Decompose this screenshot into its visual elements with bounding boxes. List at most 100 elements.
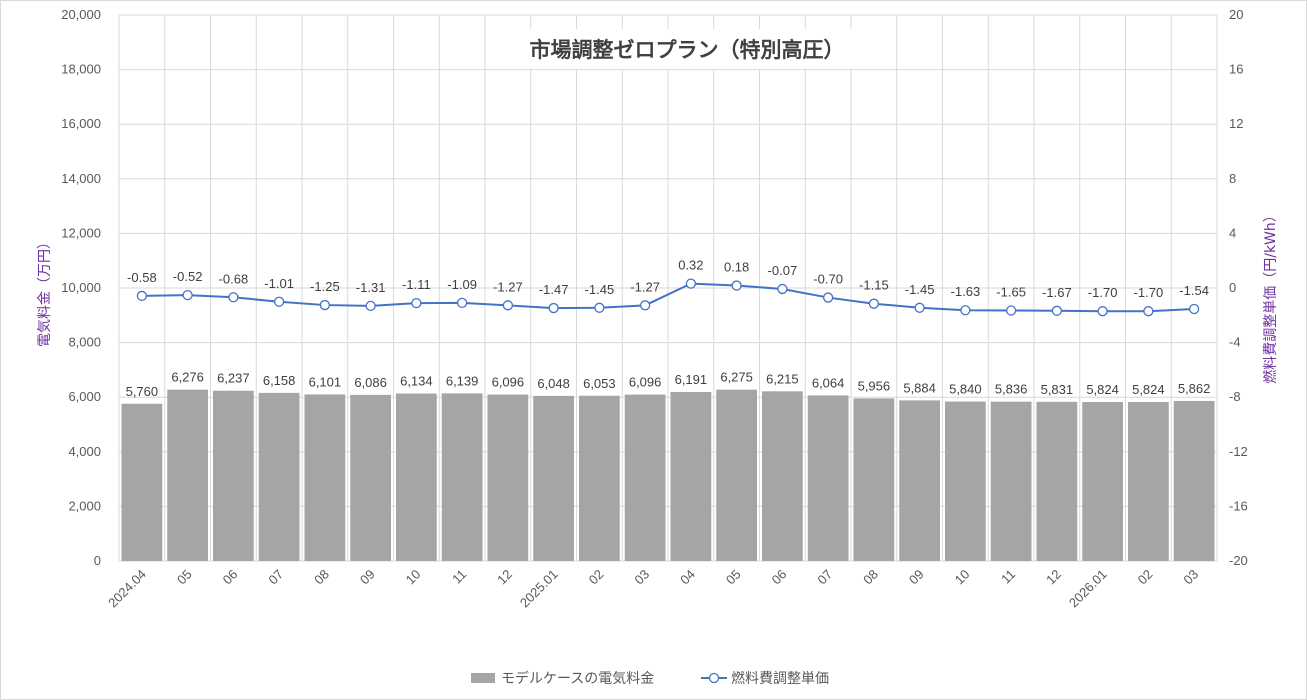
line-data-label: -1.45 — [905, 282, 935, 297]
line-marker — [731, 280, 742, 291]
x-tick-label: 05 — [723, 567, 744, 588]
y-tick-label: 12,000 — [61, 225, 101, 240]
line-marker — [594, 302, 605, 313]
y2-axis-title: 燃料費調整単価（円/kWh） — [1262, 208, 1279, 384]
bar-data-label: 6,086 — [354, 375, 387, 390]
line-marker — [548, 302, 559, 314]
bar-data-label: 6,101 — [309, 374, 342, 389]
line-data-label: -1.65 — [996, 285, 1026, 300]
line-data-label: -1.45 — [585, 282, 615, 297]
y-tick-label: 14,000 — [61, 171, 101, 186]
x-tick-label: 07 — [265, 567, 286, 588]
bar — [167, 389, 208, 561]
bar-data-label: 5,956 — [858, 378, 891, 393]
line-marker — [777, 283, 788, 295]
bar — [670, 391, 712, 561]
y-tick-label: 16,000 — [61, 116, 101, 131]
bar — [899, 400, 940, 561]
x-tick-label: 08 — [860, 567, 881, 588]
y-tick-label: 20,000 — [61, 7, 101, 22]
bar — [1082, 402, 1123, 561]
bar-data-label: 5,824 — [1086, 382, 1119, 397]
line-marker — [1097, 306, 1108, 317]
bar-data-label: 6,275 — [720, 370, 753, 385]
line-data-label: -1.15 — [859, 278, 889, 293]
bar-data-label: 6,139 — [446, 373, 479, 388]
bar — [350, 394, 391, 561]
y2-tick-label: -12 — [1229, 444, 1248, 459]
line-data-label: -1.70 — [1134, 285, 1164, 300]
y-tick-label: 4,000 — [68, 444, 101, 459]
bar — [304, 394, 346, 561]
line-marker — [868, 298, 880, 309]
line-data-label: 0.18 — [724, 260, 749, 275]
bar — [213, 390, 254, 561]
x-tick-label: 02 — [586, 567, 607, 588]
line-marker — [228, 292, 239, 303]
legend-bar-swatch — [471, 673, 495, 683]
x-tick-label: 03 — [1180, 567, 1201, 588]
x-tick-label: 11 — [998, 567, 1018, 587]
legend-line-label: 燃料費調整単価 — [731, 670, 829, 687]
bar — [807, 395, 849, 561]
bar — [441, 393, 483, 561]
line-marker — [365, 300, 376, 312]
bar-data-label: 6,191 — [675, 372, 708, 387]
x-tick-label: 06 — [220, 567, 241, 588]
bar — [624, 394, 666, 561]
x-tick-label: 04 — [677, 567, 698, 588]
line-marker — [411, 298, 422, 309]
y-axis-title: 電気料金（万円） — [37, 235, 53, 347]
y2-tick-label: 20 — [1229, 7, 1243, 22]
x-tick-label: 09 — [906, 567, 927, 588]
line-data-label: -1.54 — [1179, 283, 1209, 298]
bar — [1036, 401, 1078, 561]
line-data-label: -1.25 — [310, 279, 340, 294]
bar-data-label: 6,158 — [263, 373, 296, 388]
x-tick-label: 2024.04 — [105, 567, 149, 611]
x-tick-label: 11 — [449, 567, 469, 587]
bar — [990, 401, 1032, 561]
line-marker — [914, 302, 925, 313]
legend-line-marker — [708, 672, 720, 684]
x-tick-label: 10 — [952, 567, 973, 588]
line-data-label: -1.63 — [951, 284, 981, 299]
y-tick-label: 10,000 — [61, 280, 101, 295]
line-data-label: -1.31 — [356, 280, 386, 295]
bar-data-label: 6,096 — [492, 375, 525, 390]
x-tick-label: 02 — [1135, 567, 1156, 588]
x-tick-label: 09 — [357, 567, 378, 588]
bar-data-label: 5,836 — [995, 382, 1028, 397]
y2-tick-label: -20 — [1229, 553, 1248, 568]
bar-data-label: 6,053 — [583, 376, 616, 391]
y-tick-label: 18,000 — [61, 62, 101, 77]
x-tick-label: 08 — [311, 567, 332, 588]
line-data-label: -1.11 — [402, 277, 431, 292]
bar — [396, 393, 437, 561]
x-tick-label: 12 — [1043, 567, 1064, 588]
bar-data-label: 6,064 — [812, 375, 845, 390]
bar-data-label: 6,276 — [171, 370, 204, 385]
bar-data-label: 5,760 — [126, 384, 159, 399]
line-data-label: -1.09 — [447, 277, 477, 292]
bar-data-label: 6,237 — [217, 371, 250, 386]
line-data-label: 0.32 — [678, 258, 703, 273]
bar-data-label: 5,862 — [1178, 381, 1211, 396]
y2-tick-label: -16 — [1229, 498, 1248, 513]
line-data-label: -1.01 — [264, 276, 294, 291]
y-tick-label: 8,000 — [68, 335, 101, 350]
bar-data-label: 5,884 — [903, 380, 936, 395]
line-data-label: -0.07 — [768, 263, 798, 278]
line-data-label: -1.67 — [1042, 285, 1072, 300]
line-marker — [319, 299, 331, 311]
x-tick-label: 2026.01 — [1066, 567, 1110, 611]
line-data-label: -1.47 — [539, 282, 569, 297]
y2-tick-label: 8 — [1229, 171, 1236, 186]
line-data-label: -0.52 — [173, 269, 203, 284]
y2-tick-label: -4 — [1229, 335, 1241, 350]
bar-data-label: 5,824 — [1132, 382, 1165, 397]
bar — [533, 395, 574, 561]
line-marker — [822, 292, 834, 303]
